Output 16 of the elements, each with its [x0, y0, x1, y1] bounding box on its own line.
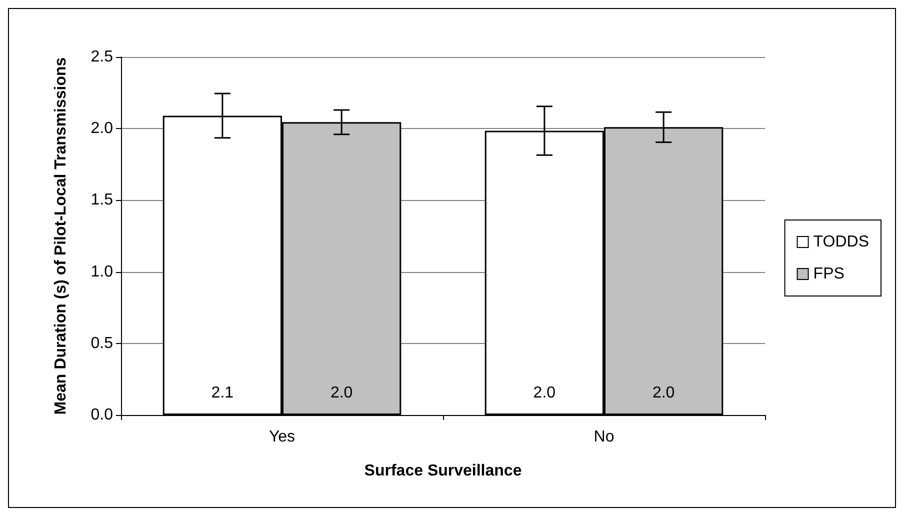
y-tick-label: 0.0 [90, 406, 114, 424]
x-tick-label: Yes [268, 428, 296, 446]
legend-label: TODDS [813, 234, 870, 250]
data-label: 2.1 [211, 384, 234, 402]
x-axis-title: Surface Surveillance [364, 462, 522, 480]
y-axis-title: Mean Duration (s) of Pilot-Local Transmissions [52, 57, 70, 415]
y-tick-label: 0.5 [90, 334, 114, 352]
y-tick-label: 2.0 [90, 120, 114, 138]
legend-label: FPS [813, 266, 844, 282]
y-tick-label: 2.5 [90, 48, 114, 66]
data-label: 2.0 [330, 384, 353, 402]
x-tick-label: No [594, 428, 614, 446]
data-label: 2.0 [533, 384, 556, 402]
y-tick-label: 1.5 [90, 192, 114, 209]
data-label: 2.0 [652, 384, 675, 402]
y-tick-label: 1.0 [90, 263, 114, 280]
